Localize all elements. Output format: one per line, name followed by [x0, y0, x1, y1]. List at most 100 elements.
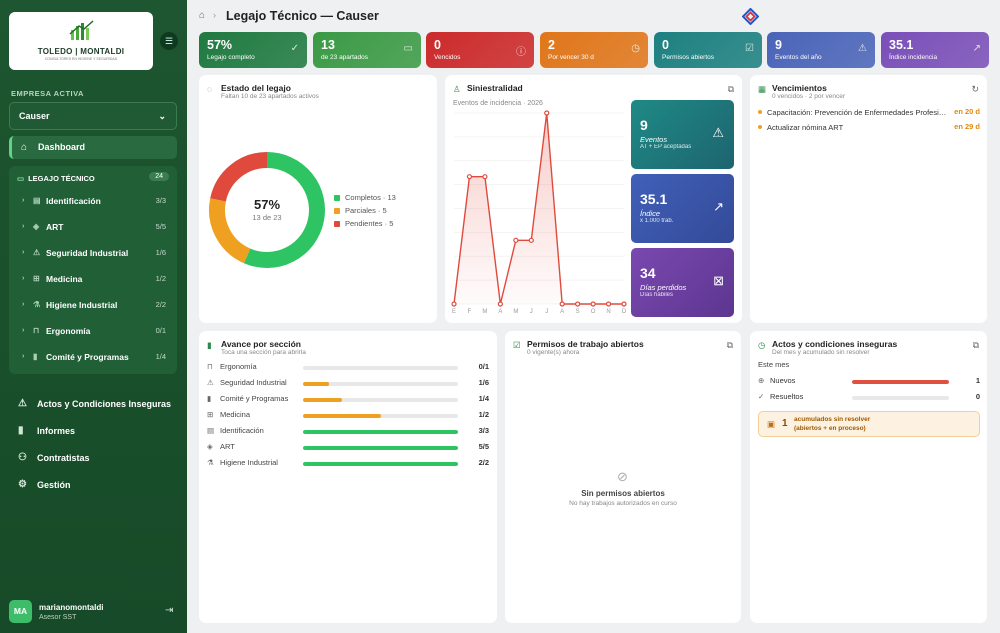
data-point[interactable] — [605, 301, 612, 307]
data-point[interactable] — [528, 237, 534, 243]
avance-row[interactable]: ⊞ Medicina 1/2 — [207, 410, 489, 422]
nav-actos-condiciones[interactable]: ⚠ Actos y Condiciones Inseguras — [18, 394, 178, 414]
legajo-item-ergonomia[interactable]: › ⊓ Ergonomía 0/1 — [9, 321, 177, 341]
avance-row[interactable]: ▮ Comité y Programas 1/4 — [207, 394, 489, 406]
avance-progress-track — [303, 366, 458, 370]
refresh-icon: ◌ — [207, 84, 213, 94]
open-external-icon[interactable]: ⧉ — [972, 340, 979, 350]
vencimiento-days: en 29 d — [954, 122, 980, 131]
kpi-apartados[interactable]: 13 de 23 apartados ▭ — [313, 32, 421, 68]
vencimiento-item[interactable]: Capacitación: Prevención de Enfermedades… — [758, 107, 980, 117]
alert-count: 1 — [782, 418, 788, 429]
nav-label: Gestión — [37, 480, 71, 490]
actos-alert[interactable]: ▣ 1 acumulados sin resolver (abiertos + … — [758, 411, 980, 437]
avatar[interactable]: MA — [9, 600, 32, 623]
legajo-item-count: 0/1 — [155, 326, 166, 335]
avance-row[interactable]: ⚗ Higiene Industrial 2/2 — [207, 458, 489, 470]
kpi-label: Vencidos — [434, 54, 461, 61]
legajo-item-label: Identificación — [46, 196, 101, 206]
collapse-sidebar-icon[interactable]: ☰ — [160, 32, 178, 50]
card-title: Actos y condiciones inseguras — [772, 339, 898, 349]
avance-row[interactable]: ◈ ART 5/5 — [207, 442, 489, 454]
nav-gestion[interactable]: ⚙ Gestión — [18, 475, 178, 495]
avance-row-label: Seguridad Industrial — [220, 378, 287, 387]
chevron-right-icon: › — [22, 249, 25, 256]
actos-progress-track — [852, 380, 949, 384]
refresh-icon[interactable]: ↻ — [971, 84, 979, 94]
company-select[interactable]: Causer ⌄ — [9, 102, 177, 130]
legajo-item-comite-programas[interactable]: › ▮ Comité y Programas 1/4 — [9, 347, 177, 367]
warning-icon: ⚠ — [712, 125, 724, 140]
avance-progress-fill — [303, 382, 330, 386]
x-tick-label: A — [498, 309, 502, 315]
nav-informes[interactable]: ▮ Informes — [18, 421, 178, 441]
chevron-right-icon: › — [22, 301, 25, 308]
data-point[interactable] — [559, 301, 565, 307]
status-dot — [758, 110, 762, 115]
data-point[interactable] — [466, 174, 473, 180]
actos-row-resueltos[interactable]: ✓ Resueltos 0 — [758, 392, 980, 404]
avance-row-count: 1/2 — [478, 410, 489, 419]
chair-icon: ⊓ — [33, 326, 40, 335]
open-external-icon[interactable]: ⧉ — [727, 84, 734, 94]
avance-row[interactable]: ⊓ Ergonomía 0/1 — [207, 362, 489, 374]
kpi-label: Permisos abiertos — [662, 54, 715, 61]
mini-indice[interactable]: 35.1 Índice x 1.000 trab. ↗ — [631, 174, 734, 243]
card-title: Avance por sección — [221, 339, 301, 349]
legajo-item-identificacion[interactable]: › ▤ Identificación 3/3 — [9, 191, 177, 211]
legajo-item-art[interactable]: › ◈ ART 5/5 — [9, 217, 177, 237]
actos-row-nuevos[interactable]: ⊕ Nuevos 1 — [758, 376, 980, 388]
legend-label: Parciales · 5 — [345, 206, 387, 215]
legajo-item-medicina[interactable]: › ⊞ Medicina 1/2 — [9, 269, 177, 289]
data-point[interactable] — [497, 301, 503, 307]
kpi-indice[interactable]: 35.1 Índice incidencia ↗ — [881, 32, 989, 68]
avance-row-count: 3/3 — [478, 426, 489, 435]
shield-icon: ◈ — [207, 442, 213, 451]
chevron-right-icon: › — [22, 327, 25, 334]
data-point[interactable] — [544, 110, 550, 116]
logout-icon[interactable]: ⇥ — [165, 605, 174, 616]
data-point[interactable] — [621, 301, 627, 307]
data-point[interactable] — [575, 301, 581, 307]
legajo-item-seguridad-industrial[interactable]: › ⚠ Seguridad Industrial 1/6 — [9, 243, 177, 263]
actos-row-count: 0 — [975, 392, 980, 401]
avance-row-count: 1/6 — [478, 378, 489, 387]
donut-segment[interactable] — [209, 198, 251, 264]
legajo-header[interactable]: ▭ LEGAJO TÉCNICO — [17, 174, 95, 183]
open-external-icon[interactable]: ⧉ — [726, 340, 733, 350]
vencimiento-item[interactable]: Actualizar nómina ART en 29 d — [758, 122, 980, 132]
logo-title: TOLEDO | MONTALDI — [37, 47, 125, 56]
kpi-value: 0 — [434, 38, 441, 52]
company-value: Causer — [19, 111, 50, 121]
data-point[interactable] — [451, 301, 457, 307]
nav-contratistas[interactable]: ⚇ Contratistas — [18, 448, 178, 468]
card-subtitle: 0 vencidos · 2 por vencer — [772, 93, 845, 100]
kpi-legajo-completo[interactable]: 57% Legajo completo ✓ — [199, 32, 307, 68]
avance-row[interactable]: ▤ Identificación 3/3 — [207, 426, 489, 438]
legajo-item-higiene-industrial[interactable]: › ⚗ Higiene Industrial 2/2 — [9, 295, 177, 315]
kpi-vencidos[interactable]: 0 Vencidos ⓘ — [426, 32, 534, 68]
kpi-eventos[interactable]: 9 Eventos del año ⚠ — [767, 32, 875, 68]
mini-dias-perdidos[interactable]: 34 Días perdidos Días hábiles ⊠ — [631, 248, 734, 317]
empty-subtitle: No hay trabajos autorizados en curso — [569, 500, 677, 507]
chevron-right-icon: › — [22, 275, 25, 282]
mini-label: Días perdidos — [640, 283, 687, 292]
data-point[interactable] — [590, 301, 596, 307]
kpi-por-vencer[interactable]: 2 Por vencer 30 d ◷ — [540, 32, 648, 68]
company-logo[interactable]: TOLEDO | MONTALDI CONSULTORES EN HIGIENE… — [9, 12, 153, 70]
avance-row-label: ART — [220, 442, 235, 451]
kpi-permisos-abiertos[interactable]: 0 Permisos abiertos ☑ — [654, 32, 762, 68]
donut-segment[interactable] — [210, 152, 268, 202]
mini-eventos[interactable]: 9 Eventos AT + EP aceptadas ⚠ — [631, 100, 734, 169]
donut-segment[interactable] — [243, 152, 325, 268]
nav-dashboard[interactable]: ⌂ Dashboard — [9, 136, 177, 159]
avance-row[interactable]: ⚠ Seguridad Industrial 1/6 — [207, 378, 489, 390]
home-icon[interactable]: ⌂ — [199, 10, 206, 21]
data-point[interactable] — [482, 174, 488, 180]
kpi-value: 35.1 — [889, 38, 914, 52]
data-point[interactable] — [513, 237, 519, 243]
actos-row-count: 1 — [975, 376, 980, 385]
kpi-label: Por vencer 30 d — [548, 54, 594, 61]
avance-progress-track — [303, 446, 458, 450]
mini-value: 34 — [640, 265, 656, 281]
